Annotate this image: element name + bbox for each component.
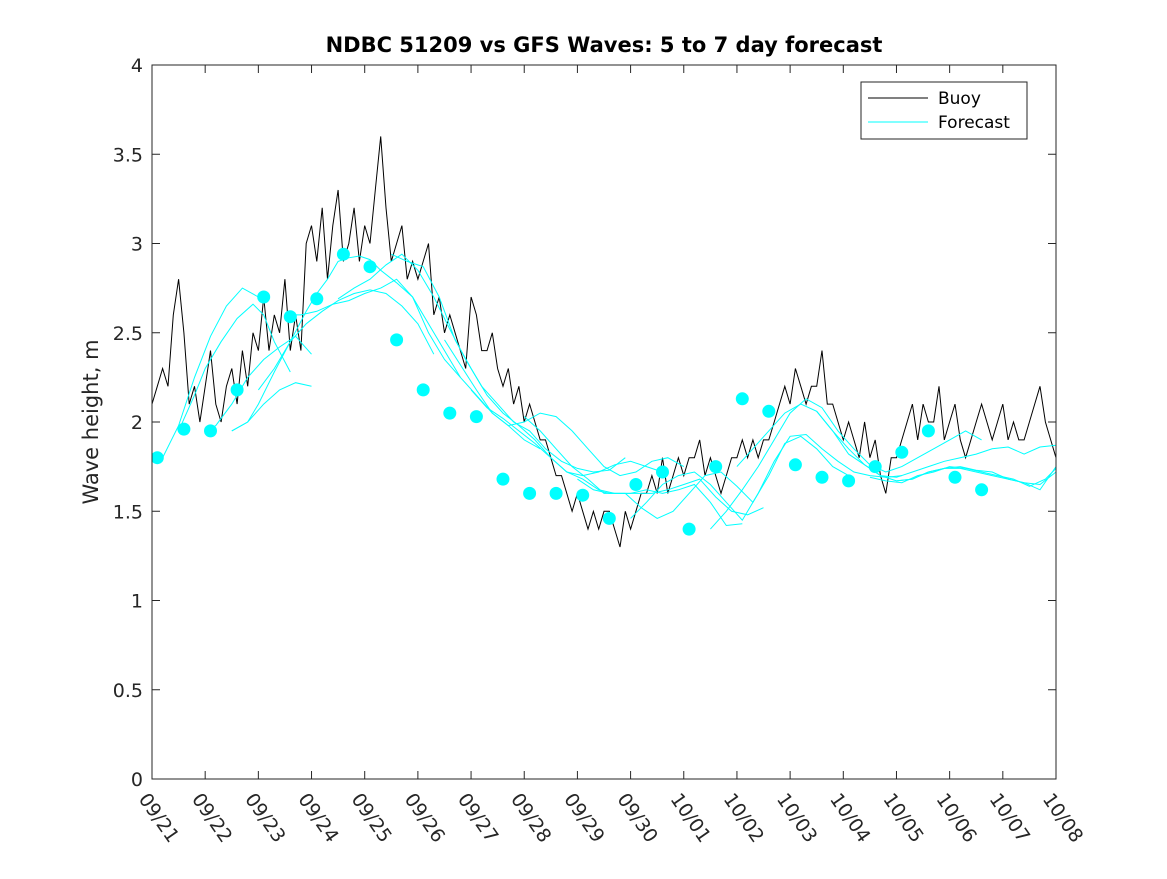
legend-forecast-label: Forecast xyxy=(938,113,1010,133)
y-tick-label: 2 xyxy=(131,412,143,434)
forecast-marker xyxy=(230,383,244,397)
forecast-line xyxy=(257,289,435,391)
forecast-marker xyxy=(204,424,217,438)
forecast-marker xyxy=(868,460,882,474)
y-axis-label: Wave height, m xyxy=(79,339,103,504)
y-tick-label: 3.5 xyxy=(113,144,143,166)
forecast-marker xyxy=(895,445,909,459)
legend: Buoy Forecast xyxy=(860,81,1028,140)
forecast-line xyxy=(231,382,312,432)
forecast-marker xyxy=(948,470,962,484)
chart-title: NDBC 51209 vs GFS Waves: 5 to 7 day fore… xyxy=(326,33,883,57)
y-tick-label: 3 xyxy=(131,234,143,256)
forecast-line xyxy=(391,253,663,477)
forecast-marker xyxy=(656,465,669,479)
forecast-marker xyxy=(682,522,696,536)
forecast-marker xyxy=(735,392,749,406)
forecast-marker xyxy=(523,486,537,500)
forecast-line xyxy=(577,435,849,519)
forecast-marker xyxy=(443,406,457,420)
y-tick-label: 1 xyxy=(131,591,143,613)
legend-box xyxy=(860,81,1028,140)
forecast-line xyxy=(444,339,685,477)
forecast-line xyxy=(710,398,982,530)
y-tick-label: 0 xyxy=(131,769,143,791)
forecast-marker xyxy=(390,333,404,347)
forecast-marker xyxy=(815,470,829,484)
forecast-marker xyxy=(469,410,483,424)
forecast-line xyxy=(178,303,291,432)
forecast-marker xyxy=(975,483,989,497)
y-tick-label: 4 xyxy=(131,55,143,77)
y-tick-label: 1.5 xyxy=(113,501,143,523)
forecast-marker xyxy=(788,458,802,472)
forecast-marker xyxy=(762,404,776,418)
forecast-marker xyxy=(602,511,616,525)
forecast-line xyxy=(896,467,1056,486)
forecast-marker xyxy=(152,451,164,465)
y-tick-label: 0.5 xyxy=(113,680,143,702)
forecast-line xyxy=(523,416,764,516)
forecast-marker xyxy=(842,474,856,488)
forecast-marker xyxy=(709,460,723,474)
forecast-line xyxy=(470,389,743,527)
forecast-marker xyxy=(283,310,297,324)
forecast-line xyxy=(630,433,902,522)
forecast-line xyxy=(152,287,259,462)
forecast-marker xyxy=(336,247,350,261)
forecast-marker xyxy=(549,486,563,500)
forecast-marker xyxy=(576,488,590,502)
legend-buoy-label: Buoy xyxy=(938,89,981,109)
forecast-marker xyxy=(177,422,191,436)
y-tick-label: 2.5 xyxy=(113,323,143,345)
forecast-marker xyxy=(921,424,935,438)
series-layer xyxy=(152,136,1056,548)
forecast-marker xyxy=(496,472,510,486)
forecast-marker xyxy=(310,292,324,306)
forecast-line xyxy=(869,466,1056,487)
forecast-marker xyxy=(629,478,643,491)
plot-area xyxy=(152,65,1056,779)
forecast-marker xyxy=(257,290,271,304)
forecast-line xyxy=(736,403,1056,478)
forecast-marker xyxy=(416,383,430,397)
forecast-marker xyxy=(363,260,377,274)
